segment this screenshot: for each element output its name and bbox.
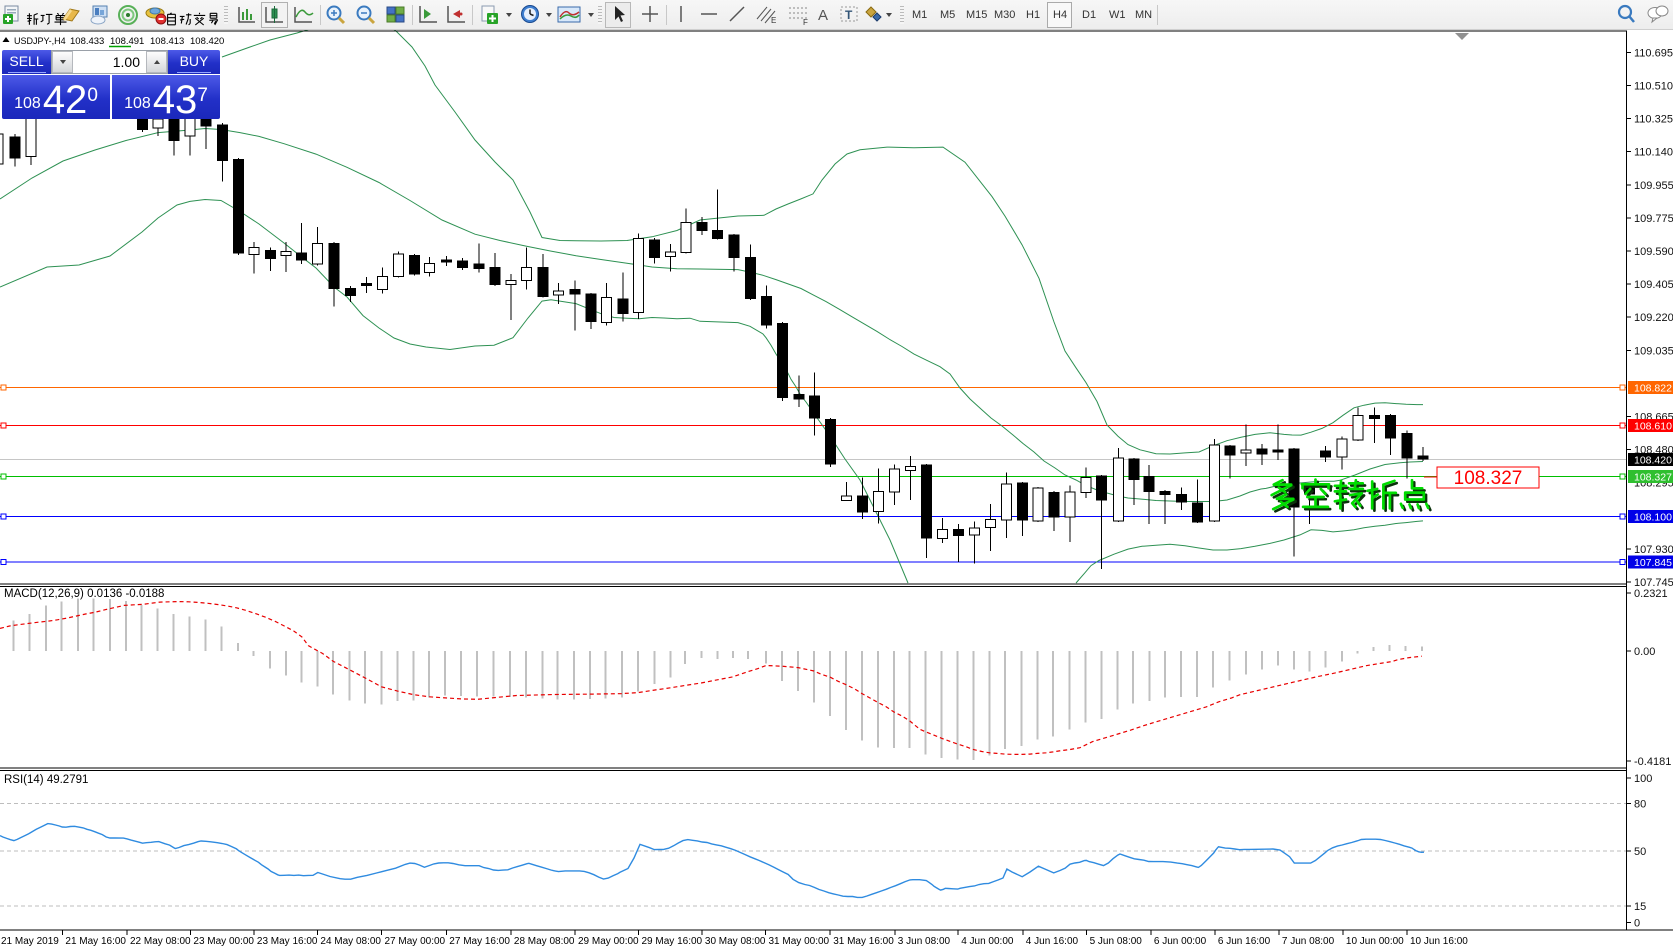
svg-text:107.745: 107.745 [1634, 577, 1673, 589]
svg-text:4 Jun 00:00: 4 Jun 00:00 [961, 936, 1014, 947]
svg-text:108.327: 108.327 [1454, 468, 1523, 489]
svg-text:23 May 00:00: 23 May 00:00 [193, 936, 254, 947]
svg-text:29 May 00:00: 29 May 00:00 [578, 936, 639, 947]
svg-text:5 Jun 08:00: 5 Jun 08:00 [1090, 936, 1143, 947]
svg-text:110.510: 110.510 [1634, 81, 1673, 93]
svg-text:31 May 00:00: 31 May 00:00 [769, 936, 830, 947]
svg-text:10 Jun 16:00: 10 Jun 16:00 [1410, 936, 1468, 947]
svg-text:28 May 08:00: 28 May 08:00 [514, 936, 575, 947]
svg-text:21 May 16:00: 21 May 16:00 [65, 936, 126, 947]
svg-text:21 May 2019: 21 May 2019 [1, 936, 59, 947]
svg-text:109.220: 109.220 [1634, 312, 1673, 324]
svg-text:E: E [771, 16, 776, 25]
svg-text:0.2321: 0.2321 [1634, 588, 1668, 600]
svg-text:0.00: 0.00 [1634, 646, 1655, 658]
svg-text:108.100: 108.100 [1634, 511, 1672, 523]
svg-text:110.695: 110.695 [1634, 47, 1673, 59]
svg-text:6 Jun 16:00: 6 Jun 16:00 [1218, 936, 1271, 947]
svg-text:27 May 16:00: 27 May 16:00 [449, 936, 510, 947]
svg-text:MACD(12,26,9) 0.0136 -0.0188: MACD(12,26,9) 0.0136 -0.0188 [4, 588, 164, 600]
svg-text:F: F [803, 18, 808, 27]
svg-text:15: 15 [1634, 901, 1646, 913]
svg-text:108.433: 108.433 [70, 36, 104, 47]
svg-text:109.405: 109.405 [1634, 279, 1673, 291]
svg-text:110.140: 110.140 [1634, 147, 1673, 159]
svg-text:6 Jun 00:00: 6 Jun 00:00 [1154, 936, 1207, 947]
svg-text:24 May 08:00: 24 May 08:00 [320, 936, 381, 947]
svg-text:109.955: 109.955 [1634, 180, 1673, 192]
svg-text:107.845: 107.845 [1634, 557, 1672, 569]
svg-text:10 Jun 00:00: 10 Jun 00:00 [1346, 936, 1404, 947]
svg-text:31 May 16:00: 31 May 16:00 [833, 936, 894, 947]
svg-text:108.491: 108.491 [110, 36, 144, 47]
svg-text:3 Jun 08:00: 3 Jun 08:00 [898, 936, 951, 947]
svg-text:109.590: 109.590 [1634, 246, 1673, 258]
svg-text:108.413: 108.413 [150, 36, 184, 47]
svg-text:T: T [845, 8, 853, 22]
svg-text:22 May 08:00: 22 May 08:00 [130, 936, 191, 947]
svg-text:109.775: 109.775 [1634, 213, 1673, 225]
svg-text:109.035: 109.035 [1634, 345, 1673, 357]
svg-text:108.822: 108.822 [1634, 383, 1672, 395]
svg-text:RSI(14) 49.2791: RSI(14) 49.2791 [4, 774, 88, 786]
svg-text:100: 100 [1634, 773, 1652, 785]
svg-text:30 May 08:00: 30 May 08:00 [705, 936, 766, 947]
svg-text:-0.4181: -0.4181 [1634, 756, 1671, 768]
svg-text:50: 50 [1634, 846, 1646, 858]
svg-text:27 May 00:00: 27 May 00:00 [385, 936, 446, 947]
svg-text:23 May 16:00: 23 May 16:00 [257, 936, 318, 947]
svg-text:110.325: 110.325 [1634, 114, 1673, 126]
svg-text:29 May 16:00: 29 May 16:00 [642, 936, 703, 947]
svg-text:108.420: 108.420 [190, 36, 224, 47]
svg-text:USDJPY-,H4: USDJPY-,H4 [14, 36, 66, 46]
svg-text:108.610: 108.610 [1634, 420, 1672, 432]
svg-text:0: 0 [1634, 917, 1640, 929]
svg-text:4 Jun 16:00: 4 Jun 16:00 [1026, 936, 1079, 947]
svg-text:108.327: 108.327 [1634, 471, 1672, 483]
svg-text:80: 80 [1634, 799, 1646, 811]
svg-text:107.930: 107.930 [1634, 544, 1673, 556]
svg-text:7 Jun 08:00: 7 Jun 08:00 [1282, 936, 1335, 947]
svg-text:108.420: 108.420 [1634, 454, 1672, 466]
